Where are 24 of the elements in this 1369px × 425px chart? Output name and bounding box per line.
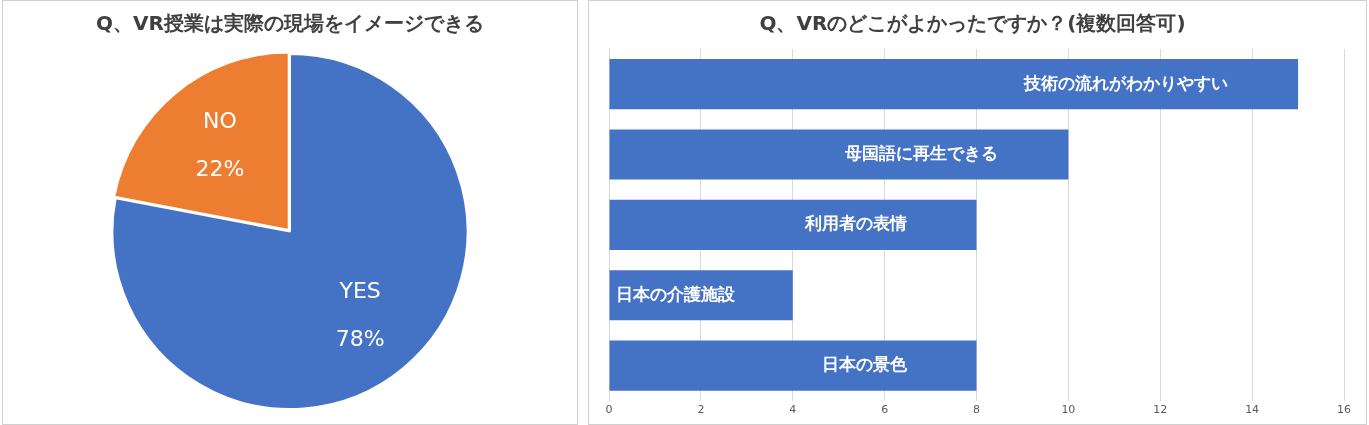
x-tick-label: 14 xyxy=(1245,403,1260,417)
y-tick-label: 母国語に再生できる xyxy=(844,142,999,163)
slice-label: YES xyxy=(338,278,381,304)
x-tick-label: 8 xyxy=(973,403,980,417)
bar xyxy=(609,129,1069,180)
bar xyxy=(609,340,977,391)
y-tick-label: 日本の景色 xyxy=(821,354,908,375)
bar xyxy=(609,199,977,250)
x-tick-label: 12 xyxy=(1153,403,1168,417)
data-label: 78% xyxy=(335,326,385,352)
x-tick-label: 6 xyxy=(881,403,889,417)
x-tick-label: 4 xyxy=(789,403,797,417)
chart-title: Q、VR授業は実際の現場をイメージできる xyxy=(96,11,484,36)
y-tick-label: 利用者の表情 xyxy=(803,213,907,234)
y-tick-label: 技術の流れがわかりやすい xyxy=(1023,72,1229,93)
bar xyxy=(609,59,1299,110)
x-tick-label: 0 xyxy=(605,403,613,417)
x-tick-label: 10 xyxy=(1061,403,1076,417)
x-tick-label: 16 xyxy=(1337,403,1351,417)
y-tick-label: 日本の介護施設 xyxy=(615,283,736,304)
x-tick-label: 2 xyxy=(697,403,705,417)
chart-title: Q、VRのどこがよかったですか？(複数回答可) xyxy=(759,11,1186,36)
slice-label: NO xyxy=(202,108,237,134)
data-label: 22% xyxy=(195,156,245,182)
